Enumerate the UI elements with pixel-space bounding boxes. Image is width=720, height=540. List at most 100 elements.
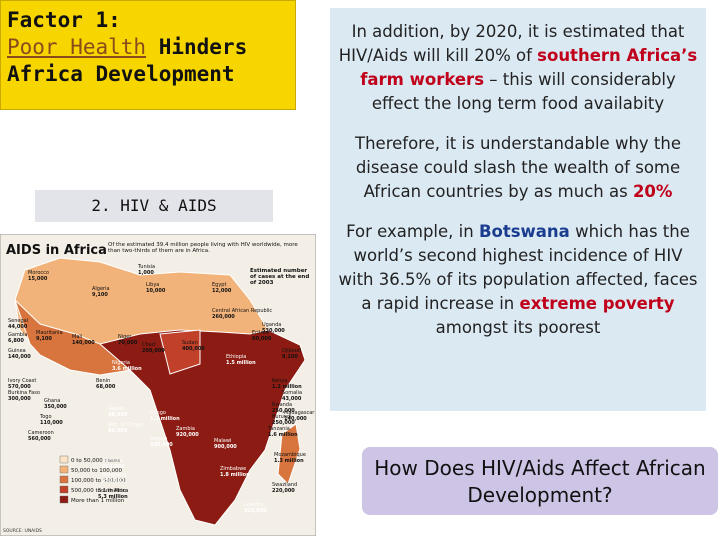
country-name: Congo — [150, 410, 166, 416]
country-name: Angola — [150, 436, 167, 442]
country-name: Mozambique — [274, 452, 306, 458]
country-name: Tunisia — [137, 264, 155, 270]
country-cases: 12,000 — [212, 288, 232, 294]
country-name: Senegal — [8, 318, 28, 324]
country-cases: 920,000 — [176, 432, 199, 438]
text-run: amongst its poorest — [435, 318, 601, 337]
text-run: which has the world’s second highest inc… — [338, 222, 698, 313]
text-run: extreme poverty — [519, 294, 675, 313]
country-name: Djibouti — [282, 348, 301, 354]
country-cases: 68,000 — [96, 384, 116, 390]
africa-central — [159, 329, 201, 375]
country-cases: 9,100 — [282, 354, 298, 360]
country-cases: 1.3 million — [274, 458, 304, 464]
country-name: Central African Republic — [212, 308, 272, 314]
country-cases: 1.8 million — [220, 472, 250, 478]
country-name: Mauritania — [36, 330, 63, 336]
country-name: Somalia — [282, 390, 302, 396]
country-name: Algeria — [92, 286, 110, 292]
africa-central-south — [98, 329, 306, 526]
country-cases: 3.6 million — [112, 366, 142, 372]
country-cases: 110,000 — [40, 420, 63, 426]
country-cases: 1.1 million — [150, 416, 180, 422]
country-name: Namibia — [102, 458, 123, 464]
country-cases: 570,000 — [8, 384, 31, 390]
legend-swatch — [59, 485, 69, 494]
country-name: Benin — [96, 378, 110, 384]
country-name: Burkina Faso — [8, 390, 40, 396]
text-run: Therefore, it is understandable why the … — [355, 134, 681, 201]
country-name: Ivory Coast — [8, 378, 36, 384]
africa-west — [14, 299, 132, 376]
country-cases: 60,000 — [252, 336, 272, 342]
legend-label: 0 to 50,000 cases — [71, 458, 120, 464]
text-panel: In addition, by 2020, it is estimated th… — [330, 8, 706, 411]
country-cases: 140,000 — [72, 340, 95, 346]
legend-swatch — [59, 455, 69, 464]
country-cases: 1,000 — [138, 270, 154, 276]
country-name: Rep. of Congo — [108, 422, 143, 428]
country-cases: 10,000 — [146, 288, 166, 294]
country-cases: 43,000 — [282, 396, 302, 402]
legend-swatch — [59, 475, 69, 484]
text-run: Botswana — [478, 222, 570, 241]
country-cases: 9,100 — [92, 292, 108, 298]
question-button[interactable]: How Does HIV/Aids Affect African Develop… — [362, 447, 718, 515]
country-cases: 300,000 — [8, 396, 31, 402]
legend-label: More than 1 million — [71, 498, 125, 504]
country-name: Zimbabwe — [220, 466, 246, 472]
country-name: Madagascar — [284, 410, 315, 416]
text-run: For example, in — [346, 222, 479, 241]
header-link[interactable]: Poor Health — [7, 35, 147, 59]
country-cases: 350,000 — [44, 404, 67, 410]
country-cases: 6,800 — [8, 338, 24, 344]
country-cases: 140,000 — [284, 416, 307, 422]
country-name: Burundi — [272, 414, 292, 420]
country-name: Libya — [146, 282, 159, 288]
header-rest: Hinders Africa Development — [7, 35, 248, 86]
country-name: Ghana — [44, 398, 60, 404]
country-name: Gambia — [8, 332, 27, 338]
country-name: Nigeria — [112, 360, 130, 366]
country-cases: 240,000 — [150, 442, 173, 448]
country-cases: 44,000 — [8, 324, 28, 330]
country-cases: 70,000 — [118, 340, 138, 346]
legend-label: 50,000 to 100,000 — [71, 468, 123, 474]
header-title: Poor Health Hinders Africa Development — [7, 34, 289, 88]
country-name: Uganda — [262, 322, 281, 328]
country-name: Rwanda — [272, 402, 292, 408]
country-name: Swaziland — [272, 482, 297, 488]
country-name: Cameroon — [28, 430, 54, 436]
country-cases: 1.6 million — [268, 432, 298, 438]
legend-label: 100,000 to 500,000 — [71, 478, 126, 484]
country-name: Guinea — [8, 348, 26, 354]
country-name: Sudan — [182, 340, 198, 346]
country-cases: 80,000 — [108, 428, 128, 434]
country-name: Eritrea — [252, 330, 269, 336]
country-cases: 530,000 — [262, 328, 285, 334]
country-name: Botswana — [102, 472, 126, 478]
map-intro: Of the estimated 39.4 million people liv… — [108, 242, 298, 254]
country-name: Malawi — [214, 438, 231, 444]
text-run: In addition, by 2020, it is estimated th… — [338, 22, 685, 65]
legend-swatch — [59, 495, 69, 504]
country-name: Ethiopia — [226, 354, 246, 360]
country-name: Morocco — [28, 270, 49, 276]
country-name: Gabon — [108, 406, 124, 412]
country-cases: 48,000 — [108, 412, 128, 418]
country-name: Lesotho — [244, 502, 264, 508]
country-cases: 140,000 — [8, 354, 31, 360]
country-cases: 9,100 — [36, 336, 52, 342]
map-title: AIDS in Africa — [6, 243, 107, 258]
section-label: 2. HIV & AIDS — [35, 190, 273, 222]
country-name: Tanzania — [267, 426, 290, 432]
country-cases: 250,000 — [272, 408, 295, 414]
country-cases: 220,000 — [272, 488, 295, 494]
header-box: Factor 1: Poor Health Hinders Africa Dev… — [0, 0, 296, 110]
country-cases: 250,000 — [272, 420, 295, 426]
legend-swatch — [59, 465, 69, 474]
country-cases: 200,000 — [142, 348, 165, 354]
madagascar — [277, 423, 301, 485]
country-cases: 900,000 — [214, 444, 237, 450]
